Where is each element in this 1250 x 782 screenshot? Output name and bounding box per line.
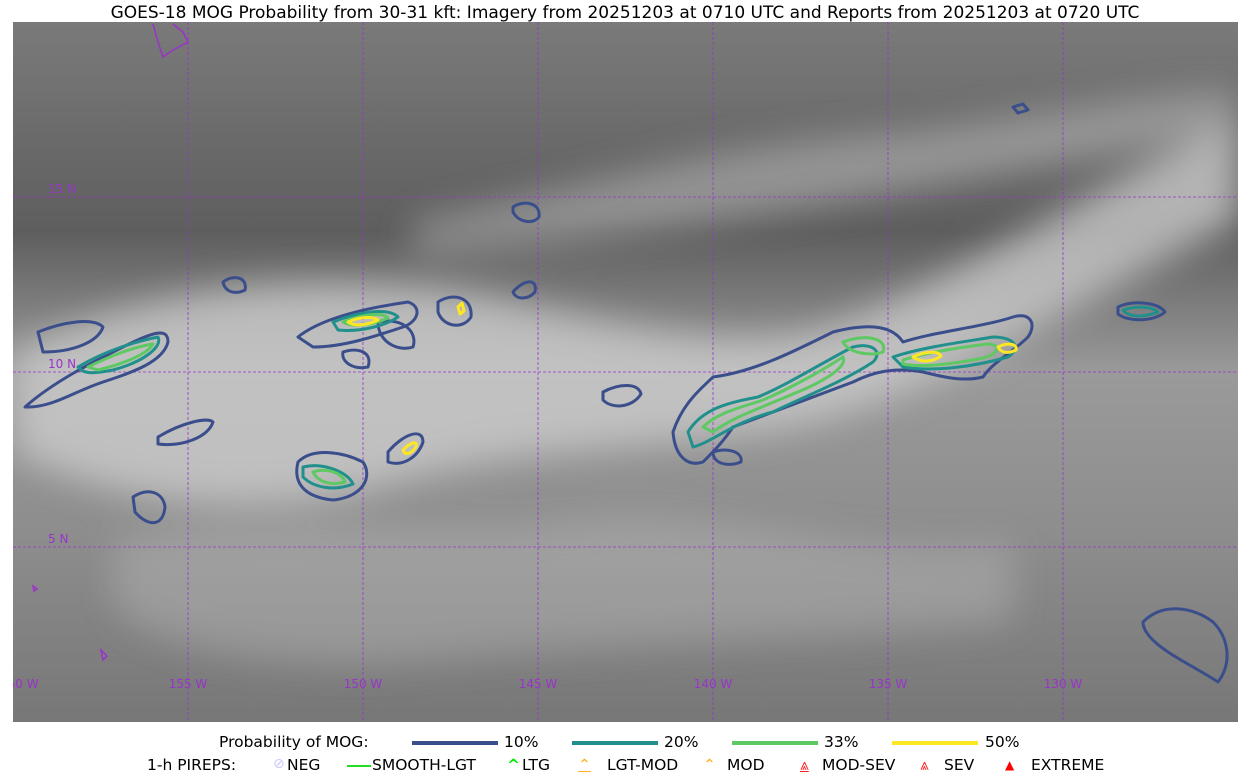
- caret-icon: ^: [507, 756, 520, 774]
- swatch-20pct: [572, 741, 658, 745]
- longitude-label: 130 W: [1044, 677, 1083, 691]
- chart-title: GOES-18 MOG Probability from 30-31 kft: …: [110, 3, 1140, 23]
- longitude-label: 140 W: [694, 677, 733, 691]
- longitude-label: 145 W: [519, 677, 558, 691]
- contour-50pct: [346, 301, 1018, 456]
- legend-label-20pct: 20%: [664, 733, 699, 751]
- island-outline: [31, 584, 39, 593]
- island-outline: [99, 647, 109, 662]
- legend-label-50pct: 50%: [985, 733, 1020, 751]
- caret-icon: ⌃: [703, 756, 716, 774]
- pireps-legend-title: 1-h PIREPS:: [147, 756, 237, 774]
- latitude-label: 10 N: [48, 357, 76, 371]
- coastlines: [31, 23, 189, 662]
- latitude-label: 5 N: [48, 532, 68, 546]
- longitude-label: 135 W: [869, 677, 908, 691]
- pirep-label-lgt-mod: LGT-MOD: [607, 756, 679, 774]
- graticule: [13, 22, 1238, 722]
- longitude-label: 160 W: [13, 677, 39, 691]
- island-outline: [152, 23, 189, 59]
- filled-triangle-icon: ▲: [1005, 758, 1015, 772]
- legend-label-33pct: 33%: [824, 733, 859, 751]
- swatch-50pct: [892, 741, 978, 745]
- longitude-label: 155 W: [169, 677, 208, 691]
- neg-circle-icon: ⊘: [273, 756, 285, 772]
- pirep-label-mod-sev: MOD-SEV: [822, 756, 896, 774]
- longitude-label: 150 W: [344, 677, 383, 691]
- swatch-33pct: [732, 741, 818, 745]
- pirep-label-mod: MOD: [727, 756, 765, 774]
- swatch-10pct: [412, 741, 498, 745]
- satellite-map: 160 W 155 W 150 W 145 W 140 W 135 W 130 W 15 N 1…: [13, 22, 1238, 722]
- probability-legend: Probability of MOG: 10% 20% 33% 50%: [0, 733, 1250, 753]
- pirep-label-neg: NEG: [287, 756, 321, 774]
- axis-labels: 160 W 155 W 150 W 145 W 140 W 135 W 130 W 15 N 1…: [13, 182, 1082, 691]
- pireps-legend: 1-h PIREPS: ⊘ NEG SMOOTH-LGT ^ LTG ⌃ LGT…: [0, 756, 1250, 776]
- latitude-label: 15 N: [48, 182, 76, 196]
- probability-legend-title: Probability of MOG:: [219, 733, 369, 751]
- double-caret-icon: ⩓: [920, 756, 929, 774]
- pirep-label-smooth-lgt: SMOOTH-LGT: [372, 756, 476, 774]
- pirep-label-ltg: LTG: [522, 756, 550, 774]
- cloud-bands: [13, 92, 1238, 664]
- pirep-label-extreme: EXTREME: [1031, 756, 1105, 774]
- pirep-label-sev: SEV: [944, 756, 975, 774]
- line-icon: [347, 765, 371, 767]
- legend-label-10pct: 10%: [504, 733, 539, 751]
- mog-contours: [23, 102, 1229, 684]
- caret-bar-icon: ⌃: [578, 756, 591, 774]
- double-caret-bar-icon: ⩓: [800, 756, 809, 774]
